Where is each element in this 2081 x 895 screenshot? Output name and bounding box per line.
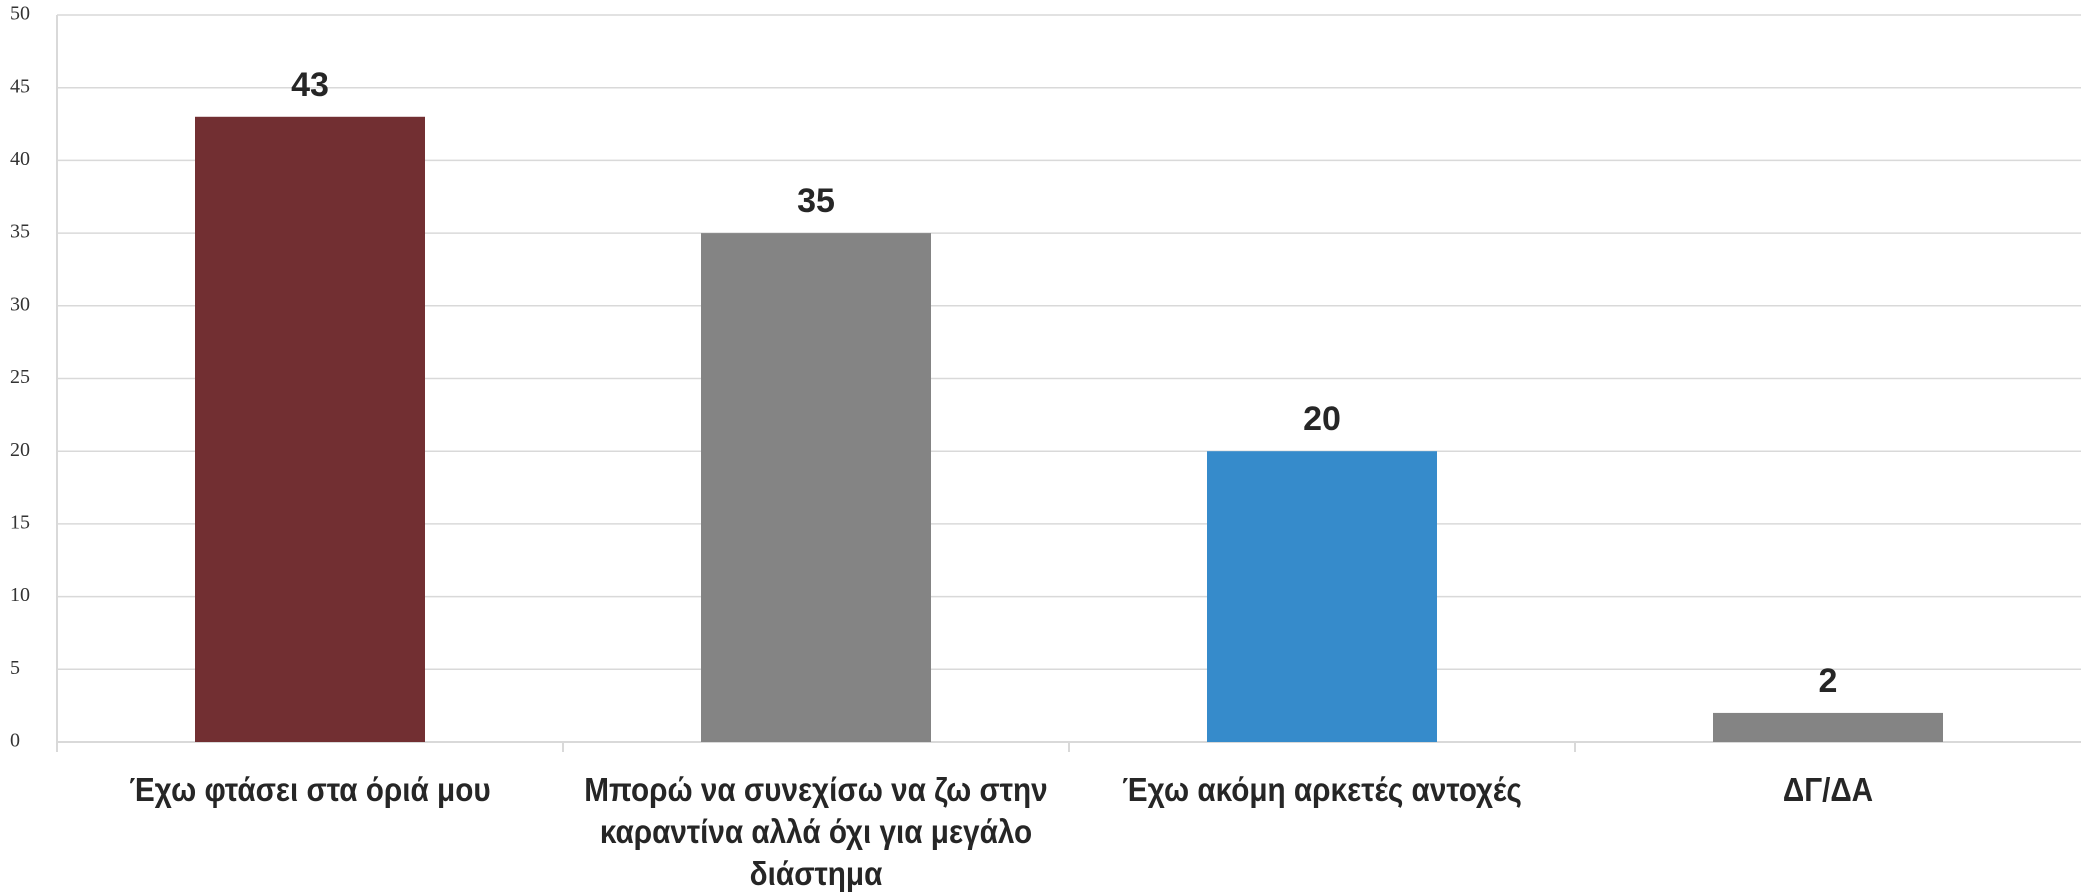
value-label: 35 — [797, 182, 835, 220]
y-tick-label: 50 — [10, 3, 30, 25]
y-tick-label: 25 — [10, 366, 30, 388]
bar — [195, 116, 425, 742]
y-tick-label: 0 — [10, 730, 20, 752]
y-tick-label: 35 — [10, 221, 30, 243]
value-label: 20 — [1303, 400, 1341, 438]
value-label: 43 — [291, 66, 329, 104]
bar — [701, 233, 931, 742]
y-tick-label: 5 — [10, 657, 20, 679]
y-tick-label: 40 — [10, 148, 30, 170]
y-tick-label: 15 — [10, 511, 30, 533]
y-tick-label: 30 — [10, 293, 30, 315]
y-tick-label: 10 — [10, 584, 30, 606]
x-tick-label: Έχω ακόμη αρκετές αντοχές — [1122, 771, 1522, 808]
y-tick-label: 20 — [10, 439, 30, 461]
x-tick-label: Μπορώ να συνεχίσω να ζω στην καραντίνα α… — [584, 771, 1048, 892]
x-tick-label: Έχω φτάσει στα όριά μου — [129, 771, 491, 808]
bar — [1713, 712, 1943, 742]
bar — [1207, 451, 1437, 742]
y-tick-label: 45 — [10, 75, 30, 97]
x-tick-label: ΔΓ/ΔΑ — [1782, 771, 1874, 808]
value-label: 2 — [1819, 662, 1838, 700]
